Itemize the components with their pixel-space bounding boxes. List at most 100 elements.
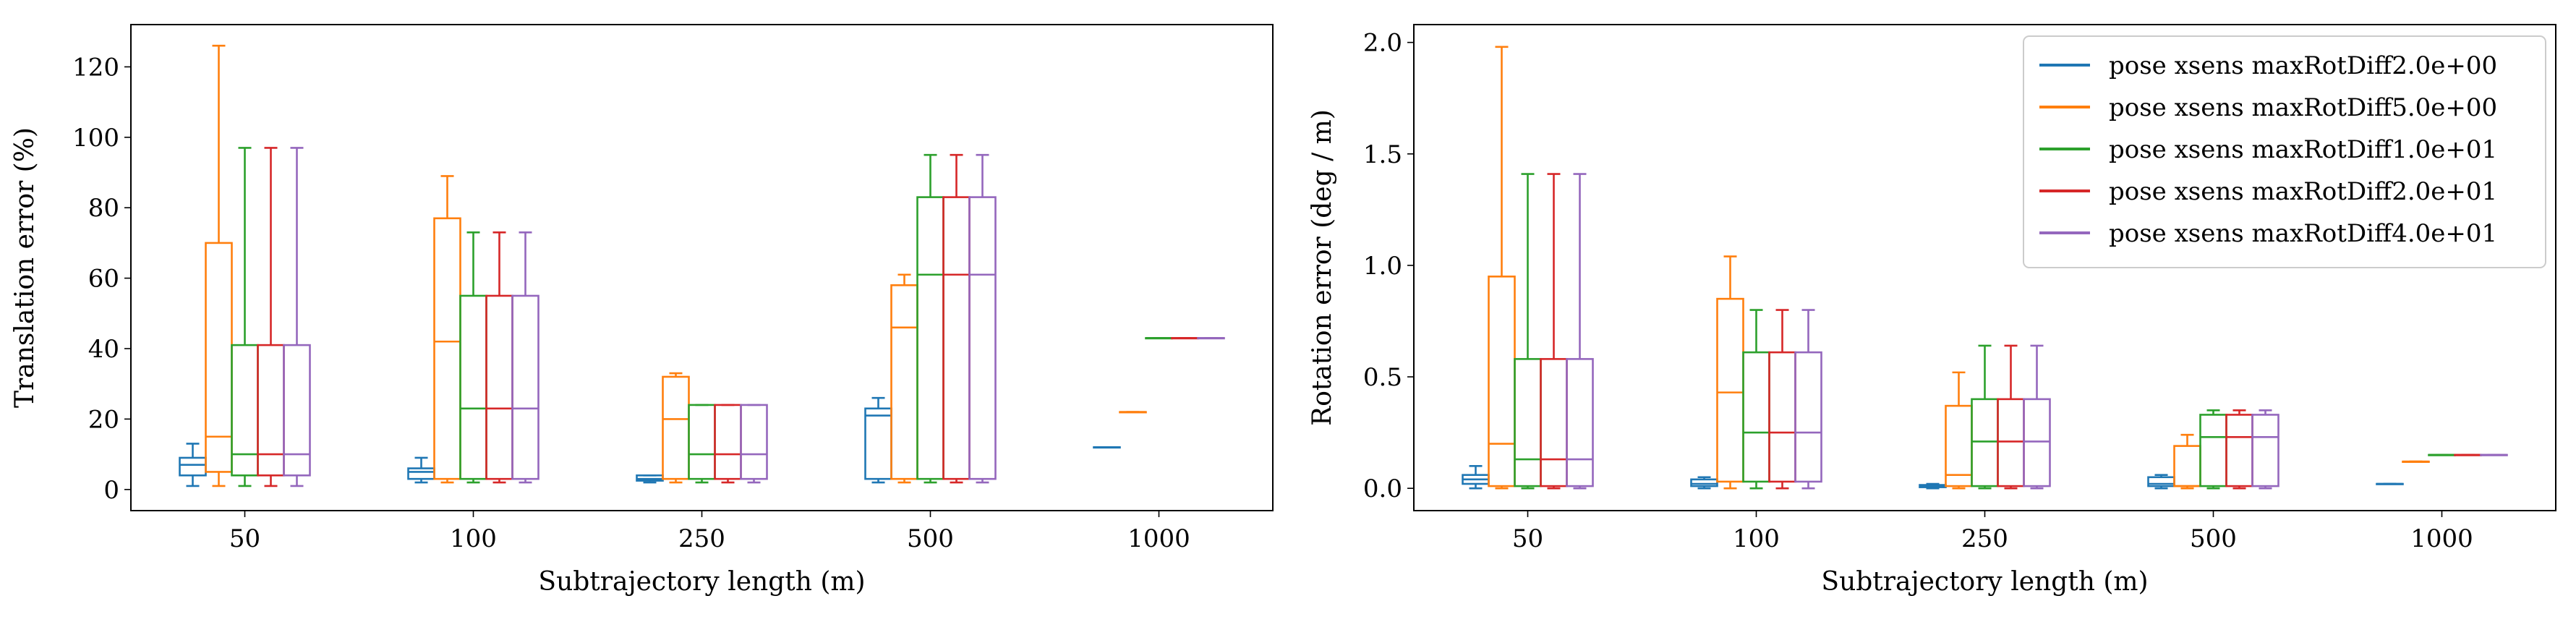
- box-plot: [433, 175, 461, 484]
- x-tick-label: 50: [229, 524, 260, 553]
- box-iqr: [283, 344, 311, 477]
- x-tick-label: 500: [907, 524, 954, 553]
- y-tick-label: 20: [88, 405, 119, 434]
- axes-frame: [1413, 24, 2556, 511]
- y-tick-label: 2.0: [1363, 29, 1402, 58]
- y-tick-label: 0.5: [1363, 363, 1402, 392]
- box-iqr: [2251, 414, 2279, 487]
- y-tick-label: 1.0: [1363, 252, 1402, 281]
- box-iqr: [942, 196, 971, 480]
- box-iqr: [1997, 398, 2025, 487]
- y-tick-label: 100: [72, 124, 119, 153]
- box-plot: [864, 396, 892, 484]
- x-tick-label: 50: [1512, 524, 1543, 553]
- box-plot: [459, 231, 487, 484]
- box-plot: [2251, 409, 2279, 490]
- box-plot: [2376, 482, 2404, 485]
- box-plot: [2147, 474, 2175, 490]
- box-plot: [2023, 344, 2051, 490]
- y-tick-label: 0: [103, 476, 119, 505]
- box-plot: [688, 404, 716, 484]
- legend-frame: [2023, 35, 2546, 268]
- x-tick-label: 1000: [2410, 524, 2473, 553]
- box-iqr: [1690, 478, 1718, 487]
- box-plot: [1119, 411, 1147, 414]
- box-iqr: [459, 294, 487, 480]
- legend-entry: pose xsens maxRotDiff5.0e+00: [2109, 93, 2497, 122]
- box-plot: [1462, 465, 1490, 490]
- y-tick-label: 1.5: [1363, 140, 1402, 169]
- box-plot: [1768, 309, 1796, 490]
- box-plot: [1742, 309, 1770, 490]
- box-iqr: [1768, 351, 1796, 483]
- box-plot: [1919, 482, 1947, 490]
- box-iqr: [688, 404, 716, 480]
- box-plot: [2173, 433, 2201, 490]
- box-iqr: [407, 467, 435, 480]
- box-iqr: [2199, 414, 2227, 487]
- legend: pose xsens maxRotDiff2.0e+00 pose xsens m…: [2023, 35, 2546, 268]
- box-iqr: [433, 217, 461, 480]
- box-plot: [1514, 173, 1542, 490]
- box-plot: [205, 44, 233, 487]
- x-tick-label: 1000: [1127, 524, 1190, 553]
- box-plot: [942, 153, 971, 484]
- y-axis-label: Translation error (%): [10, 127, 40, 408]
- box-plot: [257, 147, 285, 487]
- box-iqr: [257, 344, 285, 477]
- box-plot: [1716, 255, 1744, 490]
- y-axis-label: Rotation error (deg / m): [1308, 109, 1337, 426]
- legend-entry: pose xsens maxRotDiff4.0e+01: [2109, 219, 2497, 248]
- box-iqr: [890, 284, 918, 480]
- box-iqr: [2173, 445, 2201, 487]
- x-axis-label: Subtrajectory length (m): [538, 567, 865, 597]
- box-plot: [179, 443, 207, 487]
- box-iqr: [916, 196, 944, 480]
- x-tick-label: 100: [1733, 524, 1780, 553]
- rotation-error-chart: 0.0 0.5 1.0 1.5 2.0 50 100 250 500 1000 Subtraject…: [1308, 24, 2556, 597]
- box-plot: [1566, 173, 1594, 490]
- x-axis-label: Subtrajectory length (m): [1821, 567, 2148, 597]
- box-iqr: [231, 344, 259, 477]
- y-tick-label: 120: [72, 53, 119, 82]
- box-iqr: [1540, 358, 1568, 487]
- box-plot: [407, 456, 435, 484]
- box-plot: [2428, 453, 2456, 456]
- box-plot: [1540, 173, 1568, 490]
- box-plot: [636, 474, 664, 484]
- legend-entry: pose xsens maxRotDiff2.0e+01: [2109, 177, 2497, 206]
- box-plot: [283, 147, 311, 487]
- translation-error-chart: 0 20 40 60 80 100 120 50 100 250 500 1000 Subtraject…: [10, 24, 1274, 597]
- box-iqr: [179, 456, 207, 477]
- x-tick-label: 250: [678, 524, 725, 553]
- box-iqr: [2225, 414, 2253, 487]
- box-plot: [2199, 409, 2227, 490]
- box-plot: [485, 231, 513, 484]
- box-plot: [1945, 371, 1973, 490]
- y-tick-label: 40: [88, 335, 119, 364]
- box-plot: [890, 273, 918, 484]
- box-iqr: [1488, 276, 1516, 487]
- box-iqr: [1794, 351, 1822, 483]
- box-plot: [231, 147, 259, 487]
- box-iqr: [1514, 358, 1542, 487]
- box-plot: [1488, 46, 1516, 490]
- box-plot: [916, 153, 944, 484]
- box-iqr: [968, 196, 997, 480]
- box-iqr: [485, 294, 513, 480]
- box-iqr: [2023, 398, 2051, 487]
- x-tick-label: 500: [2190, 524, 2237, 553]
- y-tick-label: 60: [88, 265, 119, 294]
- box-plot: [714, 404, 742, 484]
- box-iqr: [1566, 358, 1594, 487]
- y-tick-label: 80: [88, 194, 119, 223]
- legend-entry: pose xsens maxRotDiff1.0e+01: [2109, 135, 2497, 164]
- box-iqr: [864, 407, 892, 480]
- box-plot: [1690, 476, 1718, 490]
- box-plot: [1794, 309, 1822, 490]
- x-tick-label: 250: [1961, 524, 2008, 553]
- box-plot: [511, 231, 539, 484]
- legend-entry: pose xsens maxRotDiff2.0e+00: [2109, 51, 2497, 80]
- box-iqr: [1742, 351, 1770, 483]
